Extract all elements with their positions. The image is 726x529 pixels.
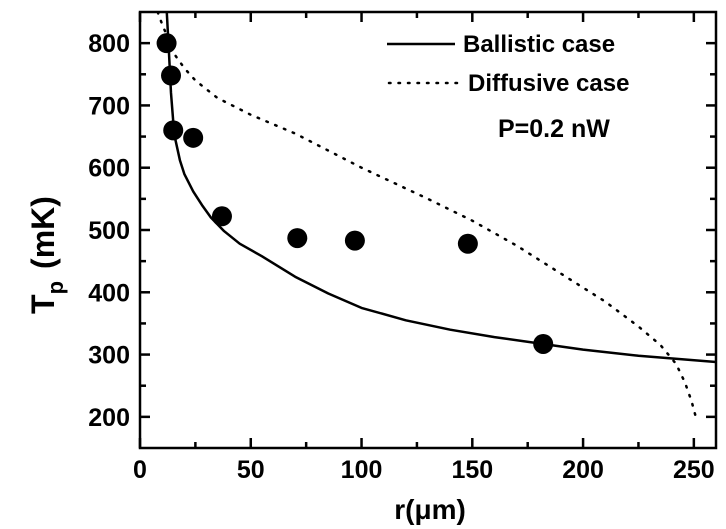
y-tick-label: 500 [88,217,130,245]
ballistic-curve [165,12,716,364]
data-point [533,333,554,354]
y-axis-title-unit: (mK) [25,196,61,269]
x-axis-title-suffix: ) [456,494,465,525]
x-axis-title: r(μm) [394,494,466,525]
y-axis-title: Tp (mK) [25,196,68,314]
plot-lines [156,12,716,420]
legend-label-diffusive: Diffusive case [468,70,629,97]
x-tick-label: 250 [673,456,715,484]
x-tick-label: 150 [451,456,493,484]
power-annotation: P=0.2 nW [498,115,610,143]
data-point [163,120,184,141]
legend: Ballistic case Diffusive case [387,31,629,97]
data-point [344,230,365,251]
x-tick-label: 0 [133,456,147,484]
y-tick-label: 800 [88,30,130,58]
plot-markers [156,33,554,354]
y-tick-label: 400 [88,279,130,307]
data-point [183,127,204,148]
data-point [161,65,182,86]
data-point [287,228,308,249]
svg-text:Tp(mK): Tp (mK) [25,196,68,314]
diffusive-curve [156,12,698,420]
y-tick-label: 700 [88,92,130,120]
data-point [211,206,232,227]
legend-label-ballistic: Ballistic case [463,31,615,58]
y-tick-label: 600 [88,155,130,183]
y-axis-title-sub: p [43,281,68,294]
x-axis-title-prefix: r( [394,494,415,525]
x-tick-label: 200 [562,456,604,484]
x-axis-title-unit: μm [414,494,456,525]
x-tick-label: 50 [237,456,265,484]
axis-ticks: 0 50 100 150 200 250 200 300 400 500 600 700 800 [88,12,716,484]
y-axis-title-main: T [25,294,61,314]
y-tick-label: 300 [88,342,130,370]
x-tick-label: 100 [341,456,383,484]
data-point [156,33,177,54]
plot-frame [138,10,718,450]
data-point [457,233,478,254]
y-tick-label: 200 [88,404,130,432]
